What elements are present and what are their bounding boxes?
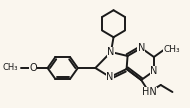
Text: O: O [29,63,37,73]
Text: N: N [150,66,158,76]
Text: N: N [107,47,115,57]
Text: N: N [138,43,145,53]
Text: HN: HN [142,87,156,97]
Text: CH₃: CH₃ [3,64,18,72]
Text: CH₃: CH₃ [164,45,180,55]
Text: N: N [106,72,114,82]
